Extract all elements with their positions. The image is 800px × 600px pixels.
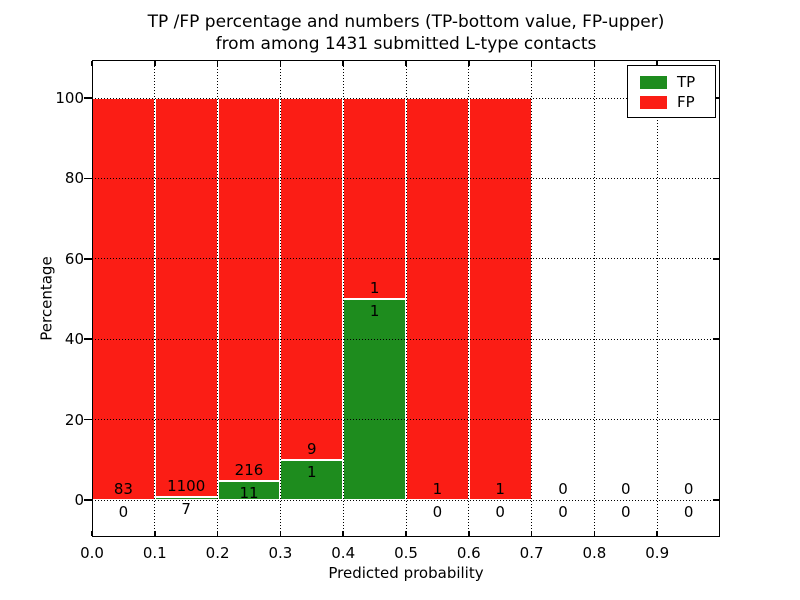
axes-frame	[92, 60, 720, 537]
x-gridline	[531, 60, 533, 537]
x-tick-label: 0.0	[80, 544, 104, 562]
y-tick-label: 40	[64, 330, 84, 349]
x-tick-label: 0.6	[456, 544, 481, 562]
y-tick-left	[84, 418, 92, 421]
bar-count-label-fp: 1	[432, 480, 443, 498]
x-tick-label: 0.1	[142, 544, 167, 562]
bar-segment-fp	[406, 98, 469, 500]
bar-segment-tp	[343, 299, 406, 500]
x-tick-top	[154, 61, 156, 66]
bar-count-label-tp: 0	[432, 503, 443, 521]
x-tick-bottom	[279, 531, 282, 536]
bar-count-label-tp: 11	[239, 483, 259, 502]
y-tick-right	[713, 418, 719, 421]
y-tick-right	[713, 338, 719, 340]
x-tick-top	[656, 61, 658, 66]
x-tick-bottom	[530, 531, 533, 536]
bar-count-label-fp: 0	[621, 480, 631, 498]
bar-count-label-tp: 1	[307, 462, 317, 481]
legend-item: FP	[628, 93, 715, 111]
bar-count-label-fp: 216	[234, 460, 264, 479]
bar-count-label-fp: 0	[683, 480, 694, 498]
x-tick-top	[342, 61, 344, 66]
x-tick-bottom	[656, 531, 658, 536]
bar-count-label-tp: 1	[369, 302, 380, 320]
bar-count-label-fp: 9	[307, 439, 317, 458]
x-tick-bottom	[593, 531, 596, 536]
x-tick-bottom	[468, 531, 470, 536]
x-tick-top	[216, 61, 219, 66]
bar-count-label-tp: 0	[495, 503, 505, 521]
legend-label: TP	[677, 73, 696, 91]
x-tick-bottom	[405, 531, 407, 536]
y-tick-left	[84, 499, 92, 501]
legend: TP FP	[627, 65, 716, 118]
bar-count-label-fp: 1100	[167, 477, 206, 496]
x-gridline	[342, 60, 344, 537]
x-axis-label: Predicted probability	[328, 564, 484, 582]
bar-count-label-tp: 0	[558, 503, 568, 521]
x-gridline	[217, 60, 219, 537]
bar-count-label-tp: 0	[118, 503, 129, 521]
y-tick-label: 100	[55, 89, 84, 107]
chart-title-line2: from among 1431 submitted L-type contact…	[215, 34, 597, 54]
y-tick-left	[84, 258, 92, 260]
chart-title-line1: TP /FP percentage and numbers (TP-bottom…	[147, 12, 665, 32]
y-tick-label: 80	[64, 169, 84, 188]
y-tick-left	[84, 97, 92, 99]
x-tick-bottom	[342, 531, 344, 536]
bar-count-label-tp: 0	[683, 503, 694, 521]
y-tick-right	[713, 97, 719, 99]
x-gridline	[279, 60, 281, 537]
x-gridline	[468, 60, 470, 537]
legend-swatch-tp	[640, 75, 667, 89]
x-tick-label: 0.5	[394, 544, 418, 562]
bar-segment-fp	[280, 98, 344, 460]
y-tick-label: 0	[74, 491, 84, 509]
y-tick-left	[84, 177, 92, 180]
x-tick-bottom	[216, 531, 219, 536]
y-axis-label: Percentage	[37, 256, 56, 341]
legend-swatch-fp	[640, 95, 667, 109]
bar-count-label-fp: 0	[558, 480, 568, 498]
x-tick-top	[530, 61, 533, 66]
bar-segment-fp	[343, 98, 406, 299]
legend-label: FP	[677, 93, 695, 111]
x-tick-top	[468, 61, 470, 66]
y-tick-right	[713, 177, 719, 180]
x-tick-top	[405, 61, 407, 66]
x-tick-label: 0.9	[645, 544, 670, 562]
x-gridline	[656, 60, 658, 537]
y-tick-label: 60	[64, 249, 84, 268]
bar-count-label-tp: 7	[181, 500, 191, 519]
x-tick-label: 0.3	[268, 544, 293, 562]
y-tick-left	[84, 338, 92, 340]
x-gridline	[154, 60, 156, 537]
y-tick-label: 20	[64, 410, 84, 429]
x-tick-top	[593, 61, 596, 66]
x-tick-label: 0.8	[582, 544, 607, 562]
x-tick-label: 0.7	[519, 544, 544, 562]
x-tick-label: 0.2	[205, 544, 230, 562]
bar-count-label-tp: 0	[621, 503, 631, 521]
x-tick-label: 0.4	[331, 544, 356, 562]
x-gridline	[593, 60, 595, 537]
y-tick-right	[713, 258, 719, 260]
y-tick-right	[713, 499, 719, 501]
bar-count-label-fp: 1	[369, 279, 380, 297]
x-tick-bottom	[154, 531, 156, 536]
legend-item: TP	[628, 73, 715, 91]
plot-area: 83 0 1100 7 216 11 9 1 1 1 1 0 1 0 0 0 0 0 0 0	[92, 60, 720, 537]
x-tick-top	[279, 61, 282, 66]
bar-count-label-fp: 83	[113, 480, 133, 498]
x-gridline	[405, 60, 407, 537]
x-tick-top	[91, 61, 93, 66]
x-tick-bottom	[91, 531, 93, 536]
bar-count-label-fp: 1	[495, 480, 505, 498]
